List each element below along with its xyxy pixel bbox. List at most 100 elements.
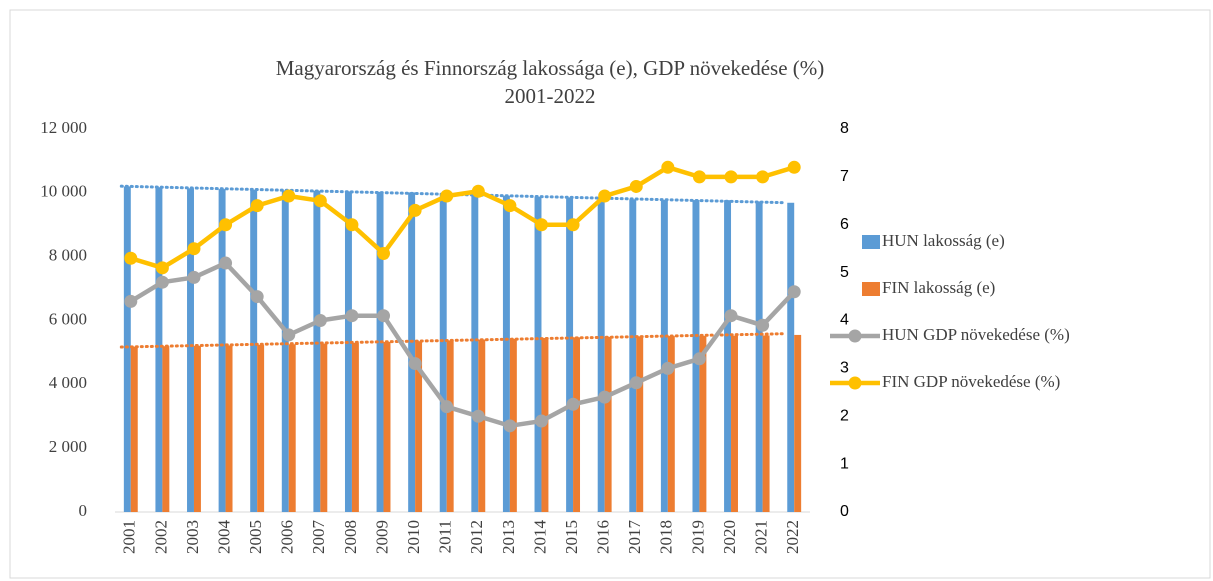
x-tick-label: 2016 <box>594 520 613 554</box>
marker <box>313 194 327 208</box>
marker <box>124 251 138 265</box>
x-tick-label: 2022 <box>783 520 802 554</box>
marker <box>756 170 770 184</box>
bar <box>225 345 233 512</box>
x-tick-label: 2002 <box>151 520 170 554</box>
marker <box>408 203 422 217</box>
legend-label: HUN lakosság (e) <box>882 231 1005 250</box>
x-tick-label: 2004 <box>214 520 233 555</box>
x-tick-label: 2017 <box>625 520 644 555</box>
marker <box>282 328 296 342</box>
marker <box>724 170 738 184</box>
bar <box>604 336 612 512</box>
marker <box>566 218 580 232</box>
x-tick-label: 2008 <box>341 520 360 554</box>
bar <box>250 189 258 512</box>
marker <box>345 218 359 232</box>
y-tick-label: 2 000 <box>49 437 87 456</box>
marker <box>534 218 548 232</box>
marker <box>692 170 706 184</box>
legend-swatch <box>848 329 862 343</box>
bar <box>344 191 352 512</box>
marker <box>282 189 296 203</box>
y2-tick-label: 1 <box>840 455 849 472</box>
y2-tick-label: 6 <box>840 216 849 233</box>
x-tick-label: 2010 <box>404 520 423 554</box>
marker <box>187 242 201 256</box>
marker <box>377 309 391 323</box>
bar <box>573 337 581 512</box>
marker <box>155 275 169 289</box>
marker <box>187 270 201 284</box>
marker <box>471 184 485 198</box>
bar <box>446 340 454 512</box>
marker <box>629 179 643 193</box>
x-tick-label: 2009 <box>372 520 391 554</box>
bar <box>155 187 163 512</box>
marker <box>440 400 454 414</box>
bar <box>281 190 289 513</box>
bar <box>415 341 423 512</box>
y-tick-label: 4 000 <box>49 373 87 392</box>
x-tick-label: 2021 <box>752 520 771 554</box>
marker <box>661 361 675 375</box>
y-tick-label: 12 000 <box>40 118 87 137</box>
bar <box>320 343 328 512</box>
x-tick-label: 2006 <box>278 520 297 554</box>
marker <box>629 376 643 390</box>
bar <box>636 336 644 512</box>
bar <box>313 190 321 512</box>
marker <box>219 256 233 270</box>
bar <box>731 335 738 512</box>
bar <box>162 346 170 512</box>
marker <box>598 189 612 203</box>
bar <box>471 195 479 512</box>
line <box>130 165 795 271</box>
bar <box>288 344 296 512</box>
marker <box>503 199 517 213</box>
marker <box>377 246 391 260</box>
marker <box>313 314 327 327</box>
x-tick-label: 2013 <box>499 520 518 554</box>
x-tick-label: 2003 <box>183 520 202 554</box>
line <box>129 260 796 429</box>
bar <box>787 202 795 513</box>
x-tick-label: 2018 <box>657 520 676 554</box>
y2-tick-label: 8 <box>840 120 849 137</box>
bar <box>534 196 542 512</box>
legend-label: FIN lakosság (e) <box>882 278 995 297</box>
bar <box>376 191 384 512</box>
marker <box>471 409 485 423</box>
x-tick-label: 2015 <box>562 520 581 554</box>
bar <box>597 198 605 513</box>
bar <box>187 188 194 513</box>
bar <box>629 199 637 512</box>
marker <box>692 352 706 366</box>
legend-swatch <box>862 282 880 296</box>
marker <box>250 290 264 304</box>
marker <box>598 390 612 404</box>
marker <box>408 357 422 371</box>
bar <box>699 335 707 512</box>
bar <box>478 339 486 512</box>
bar <box>755 201 763 512</box>
legend-swatch <box>848 376 862 390</box>
bar <box>408 192 416 512</box>
y2-tick-label: 5 <box>840 264 849 281</box>
y2-tick-label: 3 <box>840 360 849 377</box>
bar <box>193 345 201 512</box>
bar <box>439 193 447 513</box>
x-tick-label: 2014 <box>530 520 549 555</box>
y2-tick-label: 7 <box>840 168 849 185</box>
x-tick-label: 2001 <box>120 520 139 554</box>
trendline <box>119 332 787 349</box>
bar <box>257 344 265 512</box>
bar <box>566 197 574 513</box>
bar <box>130 346 138 512</box>
y-tick-label: 8 000 <box>49 246 87 265</box>
marker <box>756 318 770 332</box>
bar <box>660 199 668 513</box>
marker <box>219 218 233 232</box>
marker <box>661 160 675 174</box>
